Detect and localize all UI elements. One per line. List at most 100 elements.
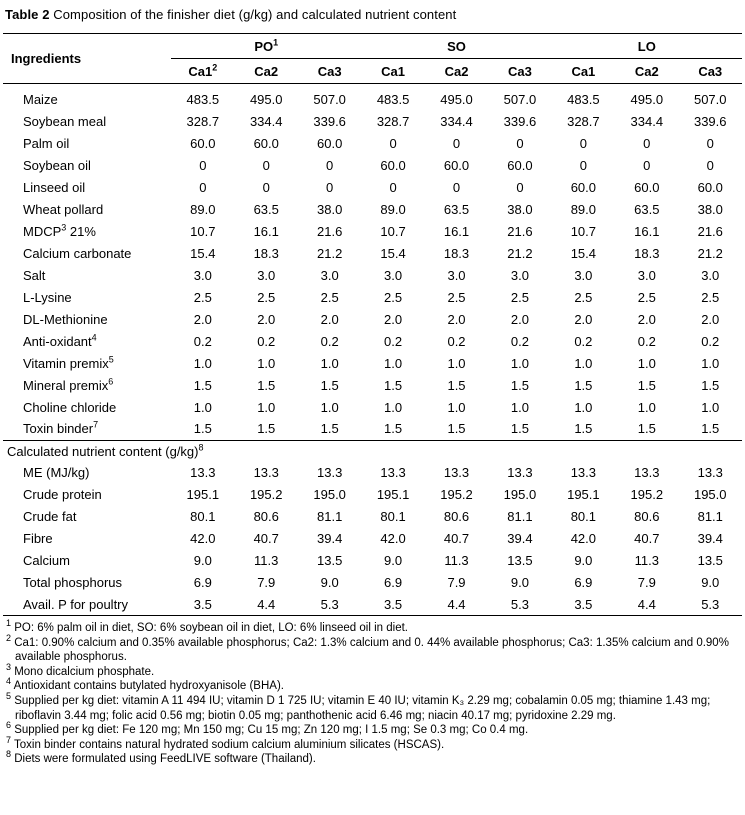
value-cell: 1.5 xyxy=(384,421,403,437)
table-row: Wheat pollard 89.0 63.5 38.0 89.0 63.5 38.0 89.… xyxy=(3,198,742,220)
table-row: Choline chloride 1.0 1.0 1.0 1.0 1.0 1.0 1.0 1.0… xyxy=(3,396,742,418)
value-cell: 13.5 xyxy=(697,553,723,568)
row-label: Soybean meal xyxy=(23,113,107,129)
value-cell: 39.4 xyxy=(317,531,343,546)
row-label: Choline chloride xyxy=(23,399,117,415)
value-cell: 3.0 xyxy=(637,267,656,283)
value-cell: 7.9 xyxy=(637,575,656,590)
value-cell: 89.0 xyxy=(570,201,597,217)
value-cell: 1.5 xyxy=(320,377,339,393)
value-cell: 507.0 xyxy=(693,92,727,107)
value-cell: 13.3 xyxy=(317,465,343,480)
value-cell: 0 xyxy=(452,135,461,151)
value-cell: 195.0 xyxy=(693,487,727,502)
value-cell: 38.0 xyxy=(697,201,723,217)
value-cell: 1.0 xyxy=(510,355,529,371)
subheader-ca3-5: Ca3 xyxy=(488,58,552,84)
value-cell: 13.3 xyxy=(380,465,406,480)
footnote-2: 2 Ca1: 0.90% calcium and 0.35% available… xyxy=(6,632,729,664)
table-row: Salt 3.0 3.0 3.0 3.0 3.0 3.0 3.0 3.0 3.0 xyxy=(3,264,742,286)
value-cell: 507.0 xyxy=(503,92,537,107)
value-cell: 1.5 xyxy=(447,377,466,393)
value-cell: 2.0 xyxy=(510,311,529,327)
value-cell: 80.1 xyxy=(190,509,216,524)
value-cell: 21.6 xyxy=(507,223,533,239)
value-cell: 3.0 xyxy=(193,267,212,283)
value-cell: 1.0 xyxy=(574,399,593,415)
value-cell: 11.3 xyxy=(634,553,659,568)
value-cell: 13.3 xyxy=(443,465,470,480)
subheader-ca3-8: Ca3 xyxy=(678,58,742,84)
table-row: Crude protein 195.1 195.2 195.0 195.1 195.2 19… xyxy=(3,484,742,506)
value-cell: 11.3 xyxy=(254,553,279,568)
table2-figure: Table 2 Composition of the finisher diet… xyxy=(3,5,742,767)
value-cell: 334.4 xyxy=(440,113,473,129)
value-cell: 1.0 xyxy=(701,355,720,371)
subheader-row: Ca12 Ca2 Ca3 Ca1 Ca2 Ca3 Ca1 Ca2 Ca3 xyxy=(3,58,742,84)
value-cell: 80.1 xyxy=(380,509,406,524)
group-header-po: PO1 xyxy=(171,33,362,59)
value-cell: 3.0 xyxy=(574,267,593,283)
footnote-5: 5 Supplied per kg diet: vitamin A 11 494… xyxy=(6,691,711,722)
value-cell: 81.1 xyxy=(697,509,723,524)
value-cell: 2.0 xyxy=(701,311,720,327)
table-row: Crude fat 80.1 80.6 81.1 80.1 80.6 81.1 80.1 80.… xyxy=(3,506,742,528)
value-cell: 483.5 xyxy=(567,92,600,107)
value-cell: 9.0 xyxy=(193,553,212,568)
value-cell: 328.7 xyxy=(567,113,600,129)
value-cell: 4.4 xyxy=(615,593,679,616)
value-cell: 2.0 xyxy=(574,311,593,327)
value-cell: 2.5 xyxy=(574,289,593,305)
table-label: Table 2 xyxy=(5,7,50,22)
value-cell: 195.2 xyxy=(630,487,664,502)
value-cell: 38.0 xyxy=(507,201,533,217)
value-cell: 2.0 xyxy=(257,311,276,327)
table-title: Table 2 Composition of the finisher diet… xyxy=(3,5,742,33)
value-cell: 0 xyxy=(579,135,587,151)
value-cell: 1.0 xyxy=(320,399,339,415)
value-cell: 0.2 xyxy=(574,333,593,349)
value-cell: 1.0 xyxy=(701,399,720,415)
value-cell: 0.2 xyxy=(320,333,339,349)
value-cell: 339.6 xyxy=(503,113,537,129)
table-row: Vitamin premix5 1.0 1.0 1.0 1.0 1.0 1.0 1.0 1.0 1… xyxy=(3,352,742,374)
value-cell: 195.0 xyxy=(503,487,537,502)
value-cell: 60.0 xyxy=(190,135,216,151)
value-cell: 9.0 xyxy=(574,553,593,568)
value-cell: 1.0 xyxy=(384,355,403,371)
value-cell: 3.0 xyxy=(320,267,339,283)
value-cell: 42.0 xyxy=(570,531,597,546)
table-caption: Composition of the finisher diet (g/kg) … xyxy=(49,7,457,22)
value-cell: 3.5 xyxy=(551,593,616,616)
footnotes: 1 PO: 6% palm oil in diet, SO: 6% soybea… xyxy=(3,616,742,767)
value-cell: 507.0 xyxy=(313,92,346,107)
value-cell: 10.7 xyxy=(190,223,216,239)
table-row: L-Lysine 2.5 2.5 2.5 2.5 2.5 2.5 2.5 2.5 2.5 xyxy=(3,286,742,308)
value-cell: 2.5 xyxy=(701,289,720,305)
table-row: Toxin binder7 1.5 1.5 1.5 1.5 1.5 1.5 1.5 1.5 1.5 xyxy=(3,418,742,440)
value-cell: 1.0 xyxy=(510,399,529,415)
value-cell: 42.0 xyxy=(190,531,216,546)
value-cell: 60.0 xyxy=(380,157,406,173)
value-cell: 13.3 xyxy=(253,465,279,480)
value-cell: 1.0 xyxy=(257,355,276,371)
value-cell: 0 xyxy=(326,179,334,195)
footnote-6: 6 Supplied per kg diet: Fe 120 mg; Mn 15… xyxy=(6,720,529,737)
value-cell: 21.6 xyxy=(697,223,723,239)
value-cell: 2.5 xyxy=(257,289,276,305)
row-label: Palm oil xyxy=(23,135,70,151)
section-header-row: Calculated nutrient content (g/kg)8 xyxy=(3,439,742,462)
value-cell: 1.5 xyxy=(637,377,656,393)
value-cell: 195.2 xyxy=(440,487,473,502)
value-cell: 81.1 xyxy=(507,509,533,524)
value-cell: 0 xyxy=(199,179,207,195)
value-cell: 3.0 xyxy=(384,267,403,283)
row-label: Fibre xyxy=(23,531,53,546)
table-row: DL-Methionine 2.0 2.0 2.0 2.0 2.0 2.0 2.0 2.0 2.0 xyxy=(3,308,742,330)
value-cell: 2.5 xyxy=(447,289,466,305)
value-cell: 18.3 xyxy=(634,245,660,261)
value-cell: 2.0 xyxy=(447,311,466,327)
value-cell: 9.0 xyxy=(701,575,720,590)
value-cell: 1.5 xyxy=(701,421,720,437)
value-cell: 81.1 xyxy=(317,509,343,524)
